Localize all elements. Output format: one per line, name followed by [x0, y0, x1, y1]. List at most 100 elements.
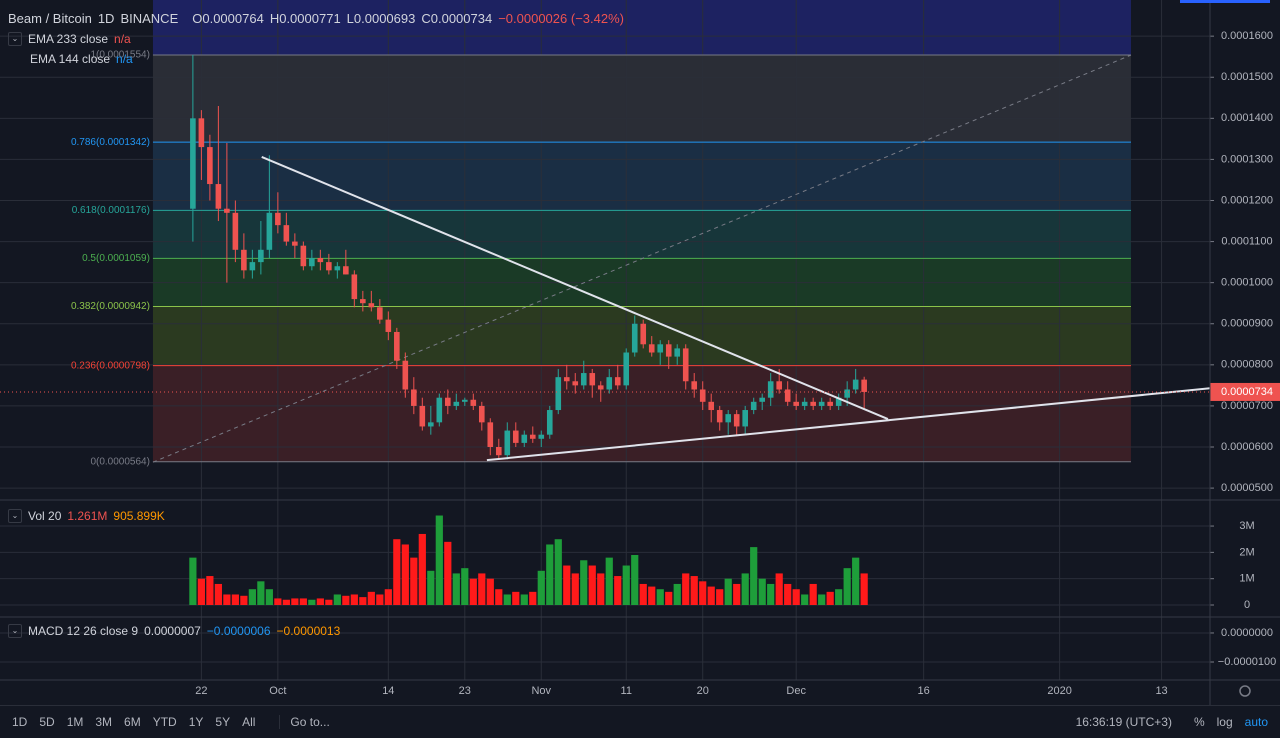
- volume-bar: [350, 594, 358, 605]
- interval[interactable]: 1D: [97, 11, 115, 26]
- volume-bar: [554, 539, 562, 605]
- last-price-label: 0.0000734: [1221, 386, 1273, 398]
- range-button[interactable]: All: [242, 715, 256, 729]
- auto-toggle[interactable]: auto: [1244, 715, 1268, 729]
- volume-bar: [342, 595, 350, 605]
- y-tick-label: 0.0001600: [1221, 30, 1273, 42]
- y-tick-label: 0: [1244, 599, 1250, 611]
- ohlc-open: O0.0000764: [192, 11, 264, 26]
- candle-body: [317, 258, 324, 263]
- volume-bar: [461, 568, 469, 605]
- trendline: [486, 387, 1211, 462]
- volume-bar: [529, 591, 537, 605]
- volume-bar: [512, 591, 520, 605]
- overlay-name[interactable]: EMA 233 close: [28, 32, 109, 46]
- volume-bar: [690, 576, 698, 605]
- candle-body: [563, 377, 570, 382]
- fib-diagonal: [152, 54, 1132, 463]
- ohlc-high: H0.0000771: [269, 11, 341, 26]
- candle-body: [733, 414, 740, 427]
- symbol[interactable]: Beam / Bitcoin: [8, 11, 92, 26]
- candle-body: [606, 377, 613, 390]
- volume-bar: [486, 578, 494, 605]
- collapse-button[interactable]: ⌄: [8, 509, 22, 523]
- candle-body: [436, 397, 443, 423]
- y-tick-label: 0.0001400: [1221, 112, 1273, 124]
- candle-body: [394, 331, 400, 361]
- range-button[interactable]: 3M: [95, 715, 113, 729]
- candle-body: [487, 422, 494, 448]
- volume-bar: [818, 594, 826, 605]
- candle-body: [300, 245, 307, 267]
- range-button[interactable]: 6M: [124, 715, 141, 729]
- range-button[interactable]: 1M: [66, 715, 84, 729]
- volume-bar: [784, 583, 792, 605]
- volume-bar: [597, 573, 605, 605]
- fib-band: [152, 55, 1131, 143]
- fib-top-band: [152, 0, 1131, 56]
- macd-hist-value: −0.0000013: [276, 624, 341, 638]
- range-button[interactable]: 1D: [12, 715, 28, 729]
- volume-bar: [469, 578, 477, 605]
- volume-bar: [571, 573, 579, 605]
- range-button[interactable]: 5Y: [215, 715, 231, 729]
- change: −0.0000026 (−3.42%): [498, 11, 624, 26]
- symbol-header: Beam / Bitcoin 1D BINANCE O0.0000764 H0.…: [8, 11, 624, 26]
- volume-bar: [452, 573, 460, 605]
- candle-body: [750, 401, 757, 411]
- macd-legend: ⌄ MACD 12 26 close 9 0.0000007 −0.000000…: [8, 624, 340, 638]
- x-tick-label: 20: [697, 685, 709, 697]
- y-tick-label: 0.0000600: [1221, 441, 1273, 453]
- ohlc-close: C0.0000734: [421, 11, 493, 26]
- volume-bar: [418, 533, 426, 605]
- volume-bar: [248, 589, 256, 605]
- volume-title[interactable]: Vol 20: [28, 509, 62, 523]
- last-price-box: [1210, 382, 1280, 401]
- candle-body: [249, 262, 256, 271]
- candle-body: [725, 414, 732, 423]
- macd-title[interactable]: MACD 12 26 close 9: [28, 624, 139, 638]
- candle-body: [818, 401, 825, 406]
- y-tick-label: 0.0000000: [1221, 627, 1273, 639]
- volume-bar: [257, 581, 265, 605]
- chart-layer: 22 Oct 14 23 Nov 11 20 Dec 16 2020 13 0.0000500 0.00…: [0, 0, 1280, 705]
- volume-bar: [826, 591, 834, 605]
- range-button[interactable]: 5D: [39, 715, 55, 729]
- fib-label: 1(0.0001554): [90, 50, 150, 61]
- log-toggle[interactable]: log: [1216, 715, 1233, 729]
- candle-body: [461, 399, 468, 402]
- goto-button[interactable]: Go to...: [279, 715, 330, 729]
- candle-body: [198, 118, 205, 148]
- volume-bar: [274, 598, 282, 605]
- candle-body: [648, 344, 655, 353]
- volume-bar: [282, 599, 290, 605]
- collapse-button[interactable]: ⌄: [8, 32, 22, 46]
- collapse-button[interactable]: ⌄: [8, 624, 22, 638]
- candle-body: [207, 147, 213, 185]
- volume-bar: [792, 589, 800, 605]
- x-tick-label: 14: [382, 685, 394, 697]
- volume-bar: [240, 595, 248, 605]
- volume-bar: [316, 598, 324, 605]
- volume-bar: [724, 578, 732, 605]
- x-tick-label: 13: [1155, 685, 1167, 697]
- range-button[interactable]: 1Y: [188, 715, 204, 729]
- candle-body: [589, 373, 596, 386]
- fib-label: 0.5(0.0001059): [82, 253, 150, 264]
- candle-body: [351, 274, 358, 300]
- clock: 16:36:19 (UTC+3): [1075, 715, 1172, 729]
- volume-bar: [733, 583, 741, 605]
- volume-bar: [401, 544, 409, 605]
- settings-icon[interactable]: [1239, 685, 1251, 697]
- overlay-name[interactable]: EMA 144 close: [30, 52, 111, 66]
- volume-bar: [741, 573, 749, 605]
- candle-body: [368, 303, 375, 308]
- x-tick-label: 11: [621, 685, 632, 697]
- fib-band: [152, 142, 1131, 211]
- candle-body: [428, 422, 434, 427]
- volume-bar: [435, 515, 443, 605]
- percent-toggle[interactable]: %: [1193, 715, 1205, 729]
- fib-label: 0.618(0.0001176): [72, 205, 150, 216]
- range-button[interactable]: YTD: [152, 715, 177, 729]
- candle-body: [538, 434, 545, 439]
